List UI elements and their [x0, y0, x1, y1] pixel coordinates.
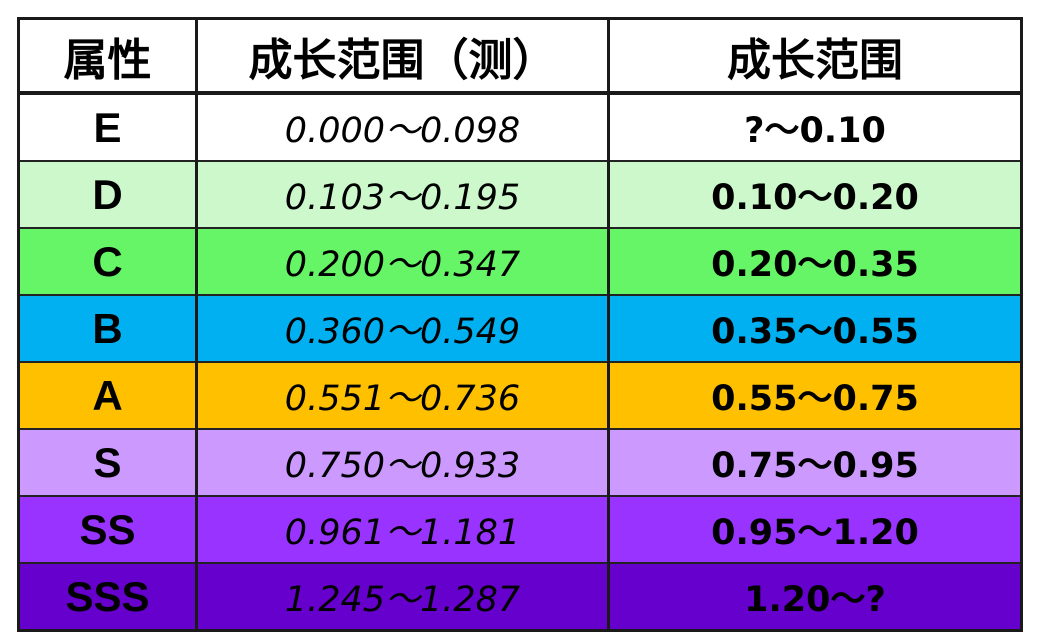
- measured-range-cell: 0.200～0.347: [195, 228, 610, 296]
- table-row: S 0.750～0.933 0.75～0.95: [17, 429, 1023, 497]
- header-row: 属性 成长范围（测） 成长范围: [17, 17, 1023, 95]
- table-row: SSS 1.245～1.287 1.20～?: [17, 563, 1023, 632]
- table-body: E 0.000～0.098 ?～0.10 D 0.103～0.195 0.10～…: [17, 93, 1023, 632]
- table-row: D 0.103～0.195 0.10～0.20: [17, 161, 1023, 229]
- measured-range-cell: 0.360～0.549: [195, 295, 610, 363]
- growth-range-cell: ?～0.10: [607, 93, 1023, 162]
- measured-range-cell: 0.551～0.736: [195, 362, 610, 430]
- measured-range-cell: 0.961～1.181: [195, 496, 610, 564]
- table-row: SS 0.961～1.181 0.95～1.20: [17, 496, 1023, 564]
- grade-cell: A: [17, 362, 198, 430]
- grade-cell: SSS: [17, 563, 198, 632]
- grade-cell: S: [17, 429, 198, 497]
- measured-range-cell: 0.103～0.195: [195, 161, 610, 229]
- growth-range-cell: 0.95～1.20: [607, 496, 1023, 564]
- header-attribute: 属性: [17, 17, 198, 95]
- growth-range-cell: 0.35～0.55: [607, 295, 1023, 363]
- growth-range-cell: 0.75～0.95: [607, 429, 1023, 497]
- table-row: C 0.200～0.347 0.20～0.35: [17, 228, 1023, 296]
- table-row: A 0.551～0.736 0.55～0.75: [17, 362, 1023, 430]
- growth-range-cell: 0.20～0.35: [607, 228, 1023, 296]
- growth-range-cell: 0.55～0.75: [607, 362, 1023, 430]
- measured-range-cell: 0.000～0.098: [195, 93, 610, 162]
- growth-range-cell: 0.10～0.20: [607, 161, 1023, 229]
- growth-range-cell: 1.20～?: [607, 563, 1023, 632]
- table-header: 属性 成长范围（测） 成长范围: [17, 17, 1023, 95]
- grade-cell: C: [17, 228, 198, 296]
- header-growth-range: 成长范围: [607, 17, 1023, 95]
- table-row: B 0.360～0.549 0.35～0.55: [17, 295, 1023, 363]
- header-measured-range: 成长范围（测）: [195, 17, 610, 95]
- growth-range-table: 属性 成长范围（测） 成长范围 E 0.000～0.098 ?～0.10 D 0…: [17, 17, 1023, 632]
- grade-cell: B: [17, 295, 198, 363]
- grade-cell: D: [17, 161, 198, 229]
- grade-cell: E: [17, 93, 198, 162]
- grade-cell: SS: [17, 496, 198, 564]
- table-row: E 0.000～0.098 ?～0.10: [17, 93, 1023, 162]
- measured-range-cell: 0.750～0.933: [195, 429, 610, 497]
- measured-range-cell: 1.245～1.287: [195, 563, 610, 632]
